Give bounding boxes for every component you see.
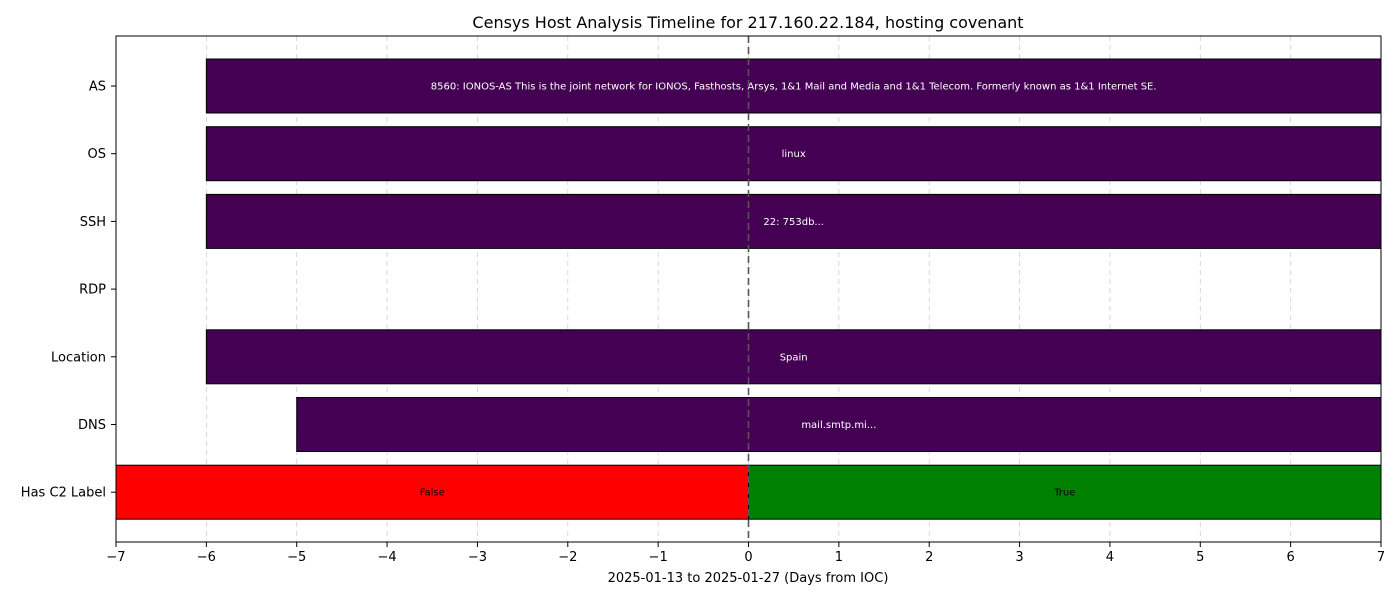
x-tick-label: −7 (106, 550, 125, 565)
bar-label: False (420, 488, 445, 499)
x-tick-label: −5 (287, 550, 306, 565)
bar-labels: 8560: IONOS-AS This is the joint network… (420, 82, 1157, 499)
bar-segment (296, 397, 1382, 452)
bar-label: linux (782, 149, 806, 160)
bar-label: 8560: IONOS-AS This is the joint network… (431, 82, 1157, 93)
x-axis-label: 2025-01-13 to 2025-01-27 (Days from IOC) (608, 571, 889, 586)
bar-segment (205, 193, 1382, 249)
x-tick-label: −4 (377, 550, 396, 565)
x-tick-label: 1 (835, 550, 843, 565)
bar-segment (205, 329, 1382, 385)
bar-label: 22: 753db... (763, 217, 824, 228)
bar-label: Spain (780, 352, 808, 363)
x-tick-label: 2 (925, 550, 933, 565)
bar-segment (115, 464, 749, 520)
y-tick-label: AS (89, 80, 106, 95)
x-axis-ticks: −7 −6 −5 −4 −3 −2 −1 0 1 2 3 4 5 6 7 (106, 542, 1385, 565)
x-tick-label: 4 (1106, 550, 1114, 565)
y-tick-label: RDP (79, 283, 106, 298)
x-tick-label: −6 (197, 550, 216, 565)
x-tick-label: −3 (468, 550, 487, 565)
bar-label: mail.smtp.mi... (801, 420, 876, 431)
y-tick-label: DNS (78, 418, 106, 433)
y-tick-label: Location (51, 350, 106, 365)
bar-segment (748, 464, 1382, 520)
bar-label: True (1053, 488, 1075, 499)
x-tick-label: 0 (744, 550, 752, 565)
y-tick-label: OS (88, 147, 106, 162)
x-tick-label: 6 (1287, 550, 1295, 565)
y-tick-label: SSH (80, 215, 106, 230)
x-tick-label: 3 (1015, 550, 1023, 565)
y-tick-label: Has C2 Label (21, 486, 106, 501)
bar-segment (205, 126, 1382, 182)
chart-title: Censys Host Analysis Timeline for 217.16… (472, 13, 1023, 32)
x-tick-label: 5 (1196, 550, 1204, 565)
x-tick-label: −2 (558, 550, 577, 565)
x-tick-label: 7 (1377, 550, 1385, 565)
x-tick-label: −1 (649, 550, 668, 565)
y-axis-ticks: AS OS SSH RDP Location DNS Has C2 Label (21, 80, 116, 501)
bar-segments (115, 58, 1382, 520)
